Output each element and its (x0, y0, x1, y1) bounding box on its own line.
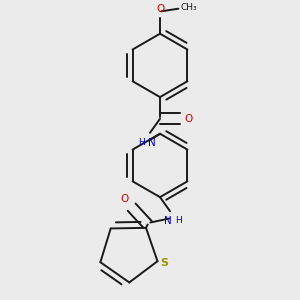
Text: O: O (156, 4, 164, 14)
Text: O: O (120, 194, 128, 204)
Text: N: N (148, 138, 156, 148)
Text: N: N (164, 216, 172, 226)
Text: S: S (160, 258, 169, 268)
Text: H: H (138, 138, 145, 147)
Text: O: O (184, 114, 192, 124)
Text: H: H (176, 216, 182, 225)
Text: CH₃: CH₃ (181, 3, 197, 12)
